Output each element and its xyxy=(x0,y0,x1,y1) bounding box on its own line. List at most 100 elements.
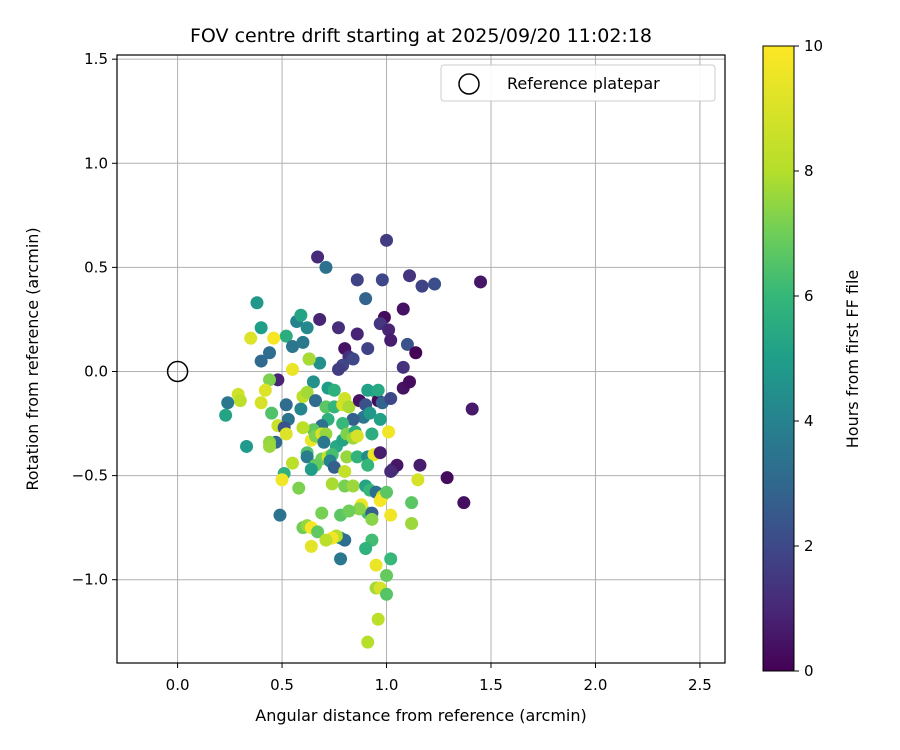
data-point xyxy=(258,383,272,397)
data-point xyxy=(384,392,398,406)
data-point xyxy=(302,352,316,366)
data-point xyxy=(300,321,314,335)
data-point xyxy=(384,508,398,522)
data-point xyxy=(371,383,385,397)
data-point xyxy=(359,541,373,555)
x-tick-label: 2.5 xyxy=(688,676,712,694)
data-point xyxy=(350,327,364,341)
legend-marker xyxy=(458,73,480,95)
data-point xyxy=(304,539,318,553)
data-point xyxy=(369,558,383,572)
data-point xyxy=(294,402,308,416)
data-point xyxy=(286,362,300,376)
data-point xyxy=(373,446,387,460)
data-points xyxy=(219,233,488,649)
data-point xyxy=(361,383,375,397)
data-point xyxy=(365,512,379,526)
data-point xyxy=(311,525,325,539)
data-point xyxy=(250,296,264,310)
x-tick-label: 0.5 xyxy=(270,676,294,694)
data-point xyxy=(350,429,364,443)
data-point xyxy=(296,421,310,435)
data-point xyxy=(384,333,398,347)
data-point xyxy=(325,477,339,491)
data-point xyxy=(254,354,268,368)
data-point xyxy=(254,321,268,335)
data-point xyxy=(396,360,410,374)
data-point xyxy=(350,450,364,464)
reference-marker xyxy=(166,360,189,383)
data-point xyxy=(405,516,419,530)
data-point xyxy=(308,394,322,408)
data-point xyxy=(380,587,394,601)
data-point xyxy=(304,462,318,476)
data-point xyxy=(403,375,417,389)
data-point xyxy=(352,502,366,516)
data-point xyxy=(396,302,410,316)
data-point xyxy=(457,496,471,510)
data-point xyxy=(380,485,394,499)
data-point xyxy=(384,464,398,478)
data-point xyxy=(279,398,293,412)
colorbar-gradient xyxy=(762,45,795,672)
colorbar-tick-label: 8 xyxy=(804,162,814,180)
data-point xyxy=(346,479,360,493)
data-point xyxy=(313,312,327,326)
data-point xyxy=(263,439,277,453)
data-point xyxy=(313,356,327,370)
grid xyxy=(117,55,725,663)
x-tick-label: 2.0 xyxy=(584,676,608,694)
data-point xyxy=(265,406,279,420)
x-tick-label: 1.0 xyxy=(375,676,399,694)
data-point xyxy=(306,375,320,389)
data-point xyxy=(331,362,345,376)
data-point xyxy=(384,552,398,566)
legend-box xyxy=(440,64,716,102)
data-point xyxy=(286,456,300,470)
y-tick-label: 1.5 xyxy=(84,50,108,68)
data-point xyxy=(361,635,375,649)
data-point xyxy=(365,427,379,441)
data-point xyxy=(411,473,425,487)
data-point xyxy=(327,383,341,397)
data-point xyxy=(311,250,325,264)
y-tick-label: 1.0 xyxy=(84,154,108,172)
data-point xyxy=(403,269,417,283)
data-point xyxy=(334,552,348,566)
data-point xyxy=(373,412,387,426)
data-point xyxy=(300,385,314,399)
data-point xyxy=(400,337,414,351)
data-point xyxy=(263,373,277,387)
colorbar-tick-label: 2 xyxy=(804,537,814,555)
legend: Reference platepar xyxy=(440,64,716,102)
data-point xyxy=(233,394,247,408)
data-point xyxy=(319,260,333,274)
data-point xyxy=(465,402,479,416)
data-point xyxy=(275,473,289,487)
data-point xyxy=(382,323,396,337)
colorbar-tick-label: 10 xyxy=(804,37,823,55)
data-point xyxy=(221,396,235,410)
data-point xyxy=(317,435,331,449)
colorbar: 0 2 4 6 8 10 Hours from first FF file xyxy=(762,37,862,680)
data-point xyxy=(380,569,394,583)
data-point xyxy=(267,331,281,345)
data-point xyxy=(363,406,377,420)
x-tick-label: 0.0 xyxy=(166,676,190,694)
data-point xyxy=(413,458,427,472)
data-point xyxy=(415,279,429,293)
data-point xyxy=(273,508,287,522)
data-point xyxy=(371,612,385,626)
colorbar-label: Hours from first FF file xyxy=(843,270,862,449)
data-point xyxy=(336,417,350,431)
data-point xyxy=(254,396,268,410)
colorbar-tick-label: 4 xyxy=(804,412,814,430)
data-point xyxy=(428,277,442,291)
data-point xyxy=(292,481,306,495)
y-tick-label: −1.0 xyxy=(72,571,108,589)
data-point xyxy=(340,450,354,464)
data-point xyxy=(409,346,423,360)
data-point xyxy=(327,460,341,474)
y-tick-label: 0.0 xyxy=(84,362,108,380)
legend-label: Reference platepar xyxy=(507,74,660,93)
